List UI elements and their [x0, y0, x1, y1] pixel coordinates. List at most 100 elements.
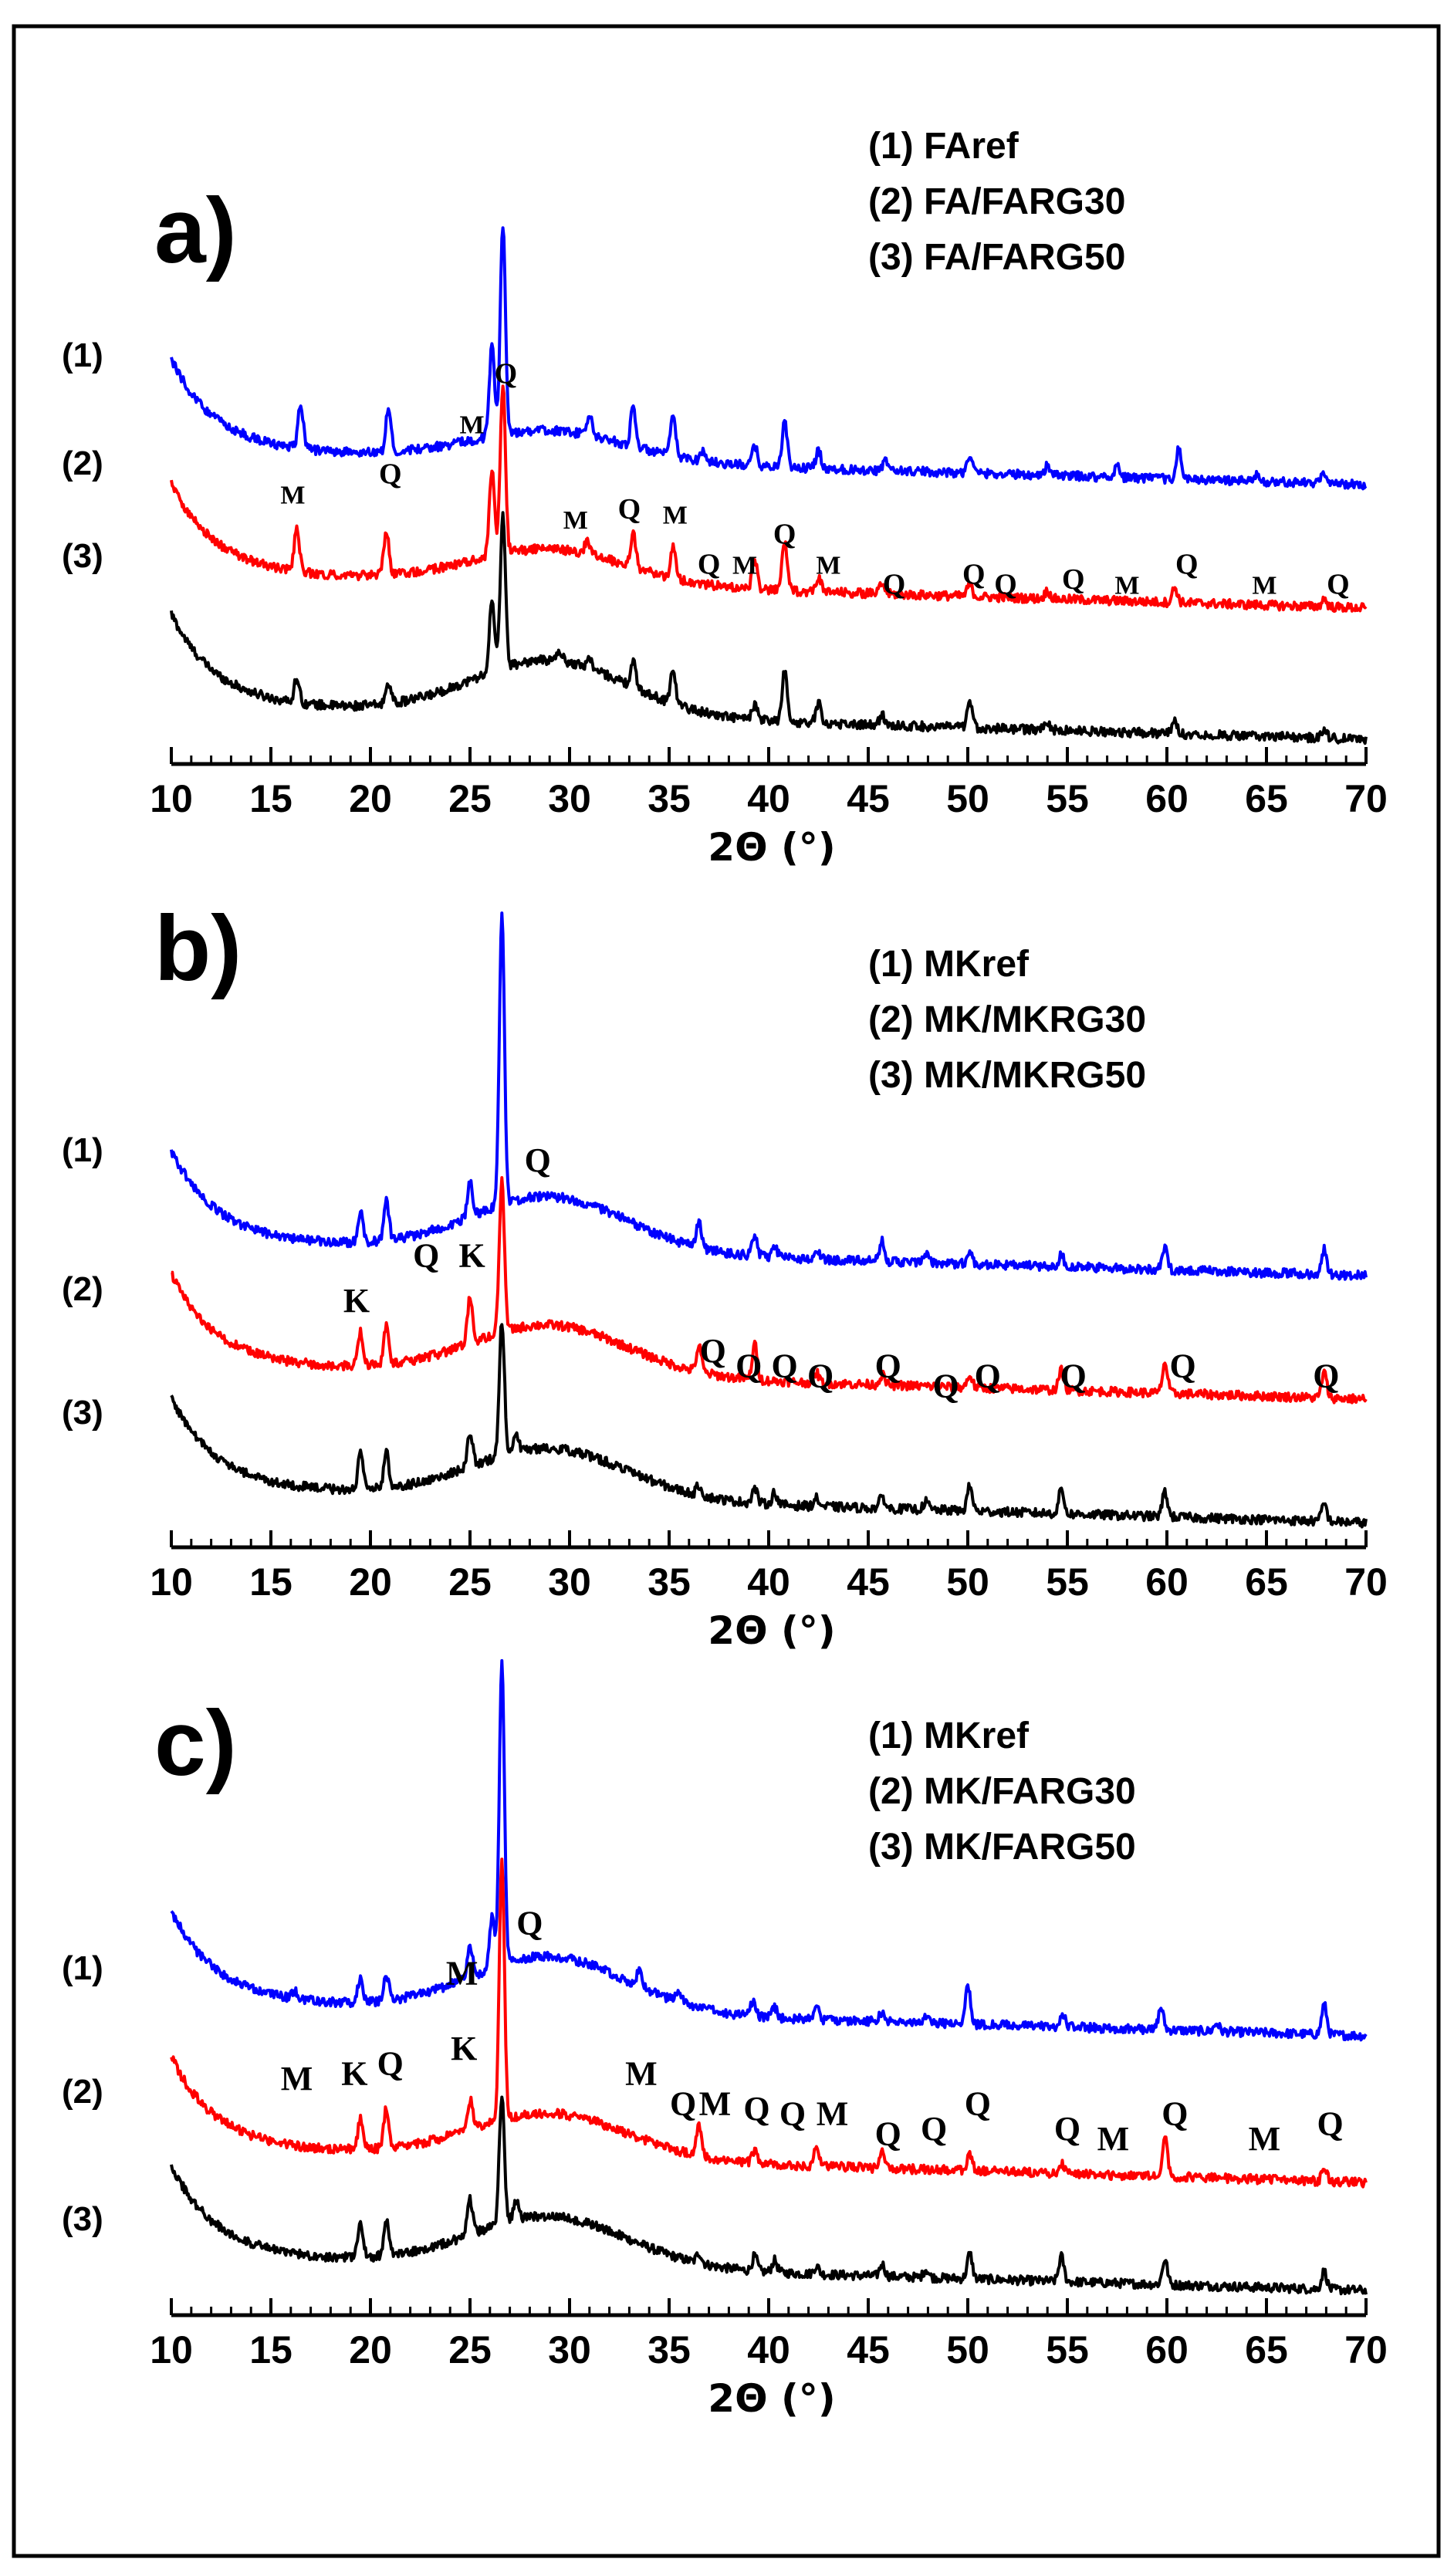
- x-tick-label: 70: [1344, 1560, 1388, 1604]
- peak-annotation: Q: [1175, 549, 1199, 581]
- x-tick-label: 35: [648, 1560, 691, 1604]
- panel-1: 10 15 20 25 30 35 40 45 50 55 60 65 70 2Θ (°) a) (1) FA…: [62, 126, 1388, 870]
- peak-annotation: Q: [1062, 563, 1085, 596]
- peak-annotation: Q: [698, 549, 721, 581]
- curve-label: (2): [62, 2073, 103, 2111]
- peak-annotation: Q: [1170, 1347, 1196, 1385]
- curve-label: (1): [62, 1131, 103, 1169]
- peak-annotation: M: [281, 2060, 313, 2098]
- series-line-3: [170, 226, 1368, 491]
- peak-annotation: M: [460, 411, 485, 440]
- curve-label: (3): [62, 2200, 103, 2238]
- x-tick-label: 10: [150, 1560, 193, 1604]
- x-tick-label: 15: [249, 2328, 292, 2371]
- peak-annotation: Q: [413, 1237, 439, 1275]
- x-tick-label: 70: [1344, 777, 1388, 820]
- peak-annotation: K: [458, 1237, 485, 1275]
- peak-annotation: Q: [1060, 1357, 1087, 1395]
- panel-letter: b): [154, 897, 242, 1000]
- x-axis-title: 2Θ (°): [708, 825, 835, 870]
- x-tick-label: 50: [946, 2328, 989, 2371]
- legend-entry: (2) FA/FARG30: [868, 181, 1125, 222]
- peak-annotation: Q: [1317, 2105, 1343, 2143]
- panels-layer: 10 15 20 25 30 35 40 45 50 55 60 65 70 2Θ (°) a) (1) FA…: [62, 126, 1388, 2421]
- x-tick-label: 40: [747, 777, 790, 820]
- figure-border: [12, 24, 1441, 2558]
- peak-annotation: M: [625, 2055, 658, 2093]
- peak-annotation: Q: [875, 2115, 901, 2153]
- x-tick-label: 55: [1046, 2328, 1089, 2371]
- peak-annotation: M: [699, 2085, 732, 2123]
- panel-2: 10 15 20 25 30 35 40 45 50 55 60 65 70 2Θ (°) b) (1) MK…: [62, 897, 1388, 1653]
- peak-annotation: Q: [875, 1347, 901, 1385]
- curve-label: (2): [62, 1270, 103, 1308]
- x-tick-label: 20: [349, 777, 392, 820]
- x-tick-label: 25: [448, 1560, 492, 1604]
- x-tick-label: 25: [448, 2328, 492, 2371]
- x-tick-label: 45: [847, 1560, 890, 1604]
- legend-entry: (2) MK/FARG30: [868, 1771, 1136, 1812]
- x-tick-label: 30: [548, 777, 591, 820]
- x-tick-label: 60: [1145, 1560, 1189, 1604]
- peak-annotation: Q: [618, 493, 641, 526]
- curve-label: (3): [62, 1394, 103, 1432]
- peak-annotation: Q: [377, 2045, 404, 2083]
- legend-entry: (3) FA/FARG50: [868, 237, 1125, 278]
- peak-annotation: Q: [743, 2090, 769, 2128]
- x-tick-label: 65: [1245, 2328, 1288, 2371]
- series-line-2: [170, 384, 1368, 614]
- x-tick-label: 40: [747, 2328, 790, 2371]
- x-tick-label: 30: [548, 1560, 591, 1604]
- x-tick-label: 45: [847, 2328, 890, 2371]
- series-line-2: [171, 1176, 1368, 1405]
- x-axis-title: 2Θ (°): [708, 1608, 835, 1653]
- peak-annotation: Q: [965, 2085, 991, 2123]
- peak-annotation: M: [280, 482, 305, 510]
- peak-annotation: Q: [807, 1357, 834, 1395]
- series-line-2: [170, 1858, 1368, 2189]
- x-tick-label: 10: [150, 777, 193, 820]
- legend-entry: (2) MK/MKRG30: [868, 999, 1146, 1040]
- x-tick-label: 50: [946, 1560, 989, 1604]
- peak-annotation: M: [663, 502, 688, 530]
- legend-entry: (3) MK/FARG50: [868, 1827, 1136, 1868]
- legend-entry: (1) MKref: [868, 1716, 1030, 1756]
- x-tick-label: 30: [548, 2328, 591, 2371]
- x-tick-label: 60: [1145, 777, 1189, 820]
- peak-annotation: Q: [670, 2085, 696, 2123]
- peak-annotation: Q: [779, 2095, 806, 2133]
- legend-entry: (1) MKref: [868, 944, 1030, 985]
- x-tick-label: 55: [1046, 1560, 1089, 1604]
- peak-annotation: K: [343, 1282, 370, 1320]
- peak-annotation: M: [732, 552, 757, 580]
- peak-annotation: M: [563, 506, 588, 535]
- peak-annotation: Q: [772, 1347, 798, 1385]
- panel-letter: c): [154, 1692, 237, 1795]
- peak-annotation: Q: [921, 2110, 947, 2148]
- x-tick-label: 10: [150, 2328, 193, 2371]
- peak-annotation: Q: [1313, 1357, 1339, 1395]
- peak-annotation: Q: [773, 519, 796, 551]
- x-tick-label: 40: [747, 1560, 790, 1604]
- peak-annotation: Q: [975, 1357, 1001, 1395]
- legend-entry: (3) MK/MKRG50: [868, 1055, 1146, 1096]
- peak-annotation: Q: [516, 1905, 543, 1942]
- x-tick-label: 60: [1145, 2328, 1189, 2371]
- x-tick-label: 70: [1344, 2328, 1388, 2371]
- curve-label: (1): [62, 336, 103, 374]
- peak-annotation: Q: [525, 1141, 551, 1179]
- series-line-3: [170, 911, 1368, 1281]
- curve-label: (2): [62, 445, 103, 482]
- series-line-3: [170, 1658, 1368, 2042]
- peak-annotation: Q: [1054, 2110, 1080, 2148]
- peak-annotation: M: [1249, 2120, 1281, 2158]
- peak-annotation: Q: [379, 458, 402, 491]
- peak-annotation: Q: [1327, 569, 1350, 601]
- peak-annotation: M: [446, 1955, 478, 1993]
- x-tick-label: 20: [349, 1560, 392, 1604]
- series-line-1: [170, 1323, 1368, 1529]
- x-tick-label: 20: [349, 2328, 392, 2371]
- peak-annotation: K: [451, 2030, 477, 2067]
